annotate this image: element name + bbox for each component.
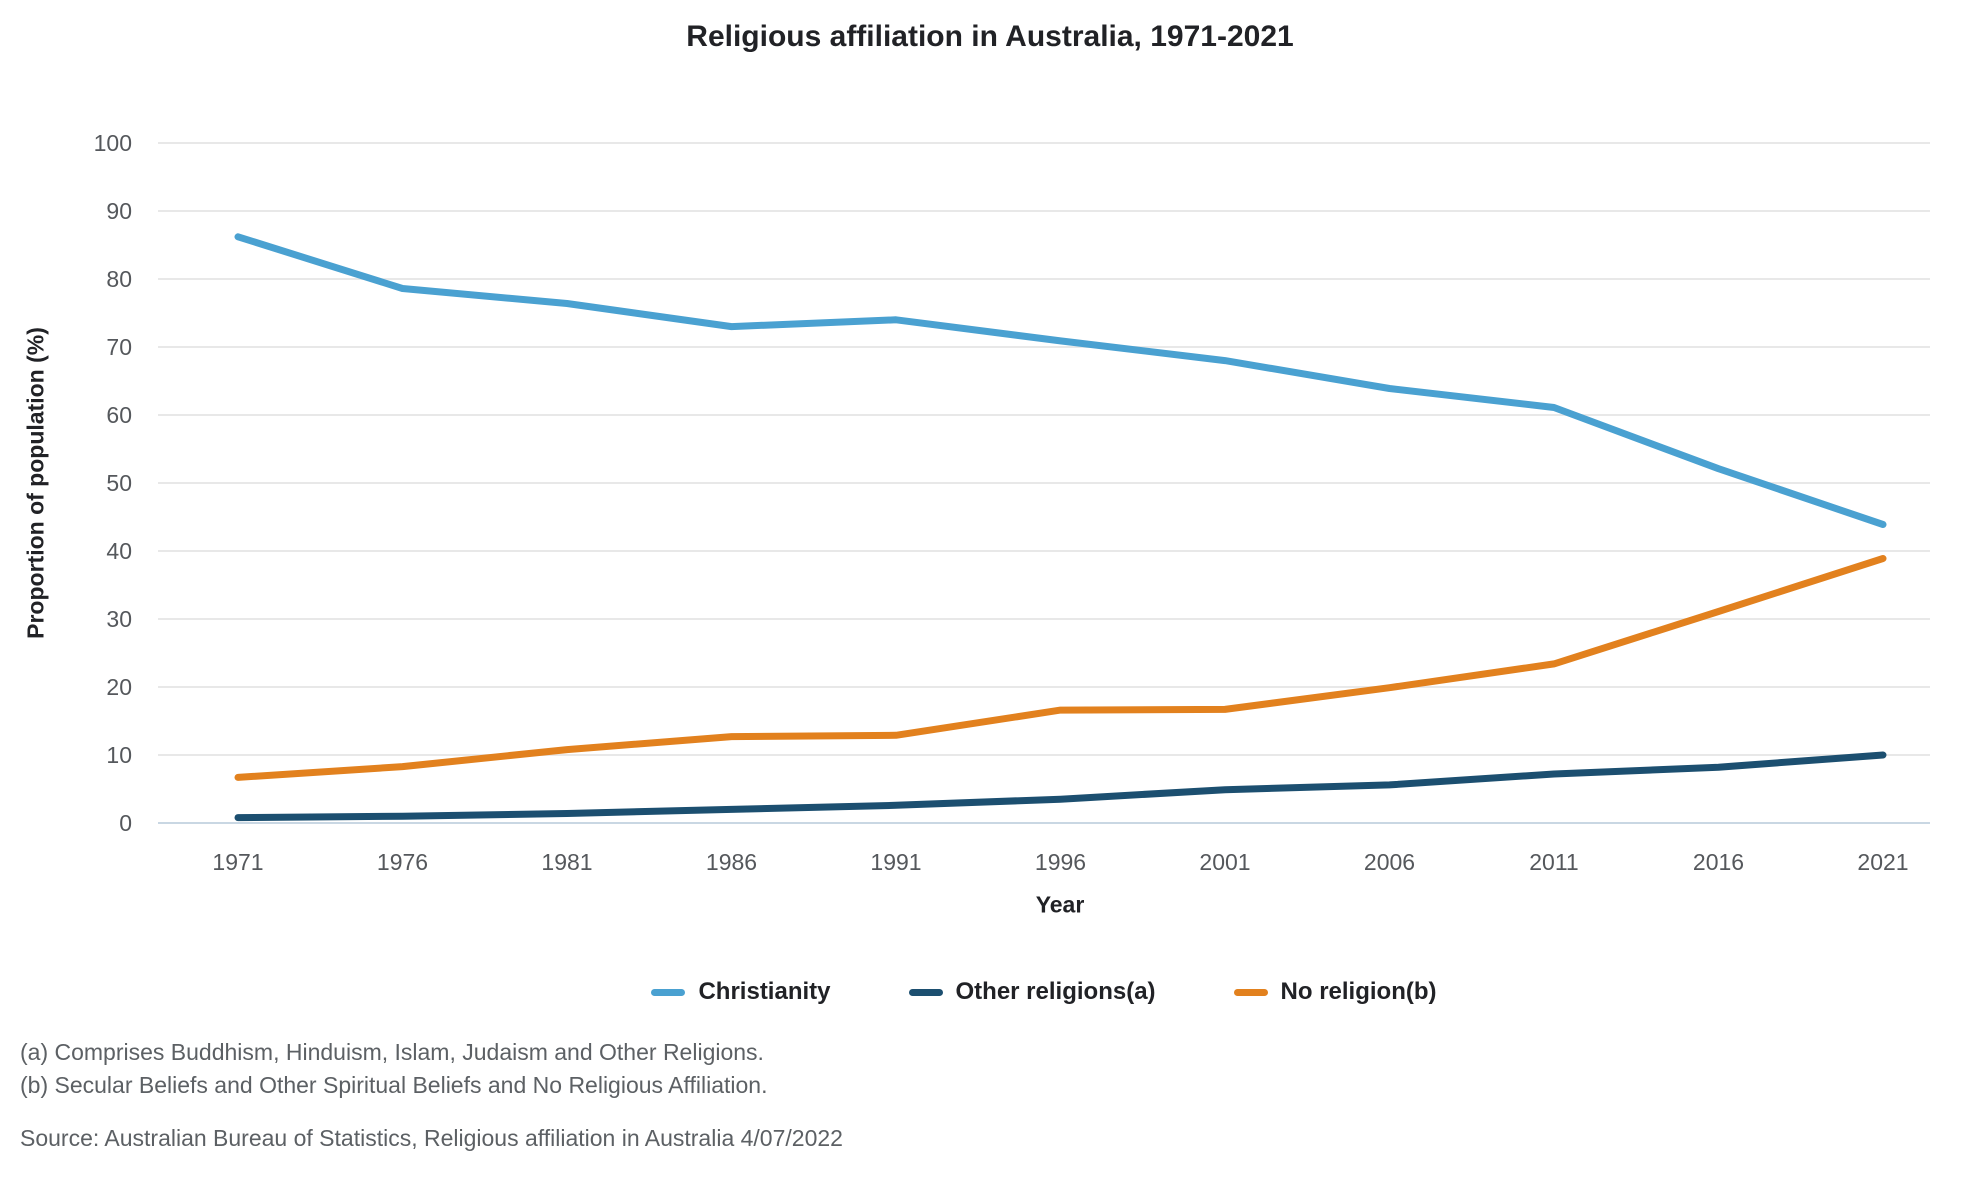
x-tick-label-1981: 1981 — [541, 849, 592, 875]
x-tick-label-2011: 2011 — [1529, 849, 1578, 875]
y-tick-label-40: 40 — [106, 538, 132, 564]
y-axis-title: Proportion of population (%) — [22, 327, 49, 639]
x-tick-label-1971: 1971 — [212, 849, 263, 875]
y-tick-label-80: 80 — [106, 266, 132, 292]
y-tick-label-10: 10 — [106, 742, 132, 768]
chart-title: Religious affiliation in Australia, 1971… — [686, 20, 1294, 53]
series-line-other-religions-a — [234, 751, 1887, 822]
footnotes: (a) Comprises Buddhism, Hinduism, Islam,… — [20, 1036, 767, 1102]
legend-item-other-religions-a[interactable]: Other religions(a) — [908, 978, 1156, 1006]
series-line-no-religion-b — [234, 555, 1887, 781]
y-tick-label-70: 70 — [106, 334, 132, 360]
x-tick-label-1976: 1976 — [377, 849, 428, 875]
x-tick-label-2016: 2016 — [1693, 849, 1744, 875]
source-attribution: Source: Australian Bureau of Statistics,… — [20, 1125, 843, 1151]
legend: Christianity Other religions(a) No religio… — [158, 978, 1930, 1006]
x-tick-label-2001: 2001 — [1199, 849, 1250, 875]
y-tick-label-60: 60 — [106, 402, 132, 428]
legend-item-no-religion-b[interactable]: No religion(b) — [1233, 978, 1437, 1006]
y-tick-label-30: 30 — [106, 606, 132, 632]
y-tick-label-90: 90 — [106, 198, 132, 224]
y-tick-label-20: 20 — [106, 674, 132, 700]
x-tick-label-2006: 2006 — [1364, 849, 1415, 875]
x-tick-label-2021: 2021 — [1857, 849, 1908, 875]
y-tick-label-0: 0 — [119, 810, 132, 836]
legend-swatch-no-religion-b — [1233, 988, 1268, 996]
x-tick-label-1991: 1991 — [870, 849, 921, 875]
x-tick-label-1986: 1986 — [706, 849, 757, 875]
line-chart-canvas: 0 10 20 30 40 50 60 70 80 90 100 1971 1976 1981 1986 19… — [94, 130, 1930, 875]
x-axis-title: Year — [1035, 891, 1085, 918]
y-tick-label-100: 100 — [94, 130, 132, 156]
footnote-a: (a) Comprises Buddhism, Hinduism, Islam,… — [20, 1039, 764, 1065]
legend-label-other-religions-a: Other religions(a) — [955, 978, 1156, 1005]
legend-swatch-christianity — [651, 988, 686, 996]
series-line-christianity — [234, 233, 1887, 528]
legend-swatch-other-religions-a — [908, 988, 943, 996]
legend-label-no-religion-b: No religion(b) — [1280, 978, 1437, 1005]
footnote-b: (b) Secular Beliefs and Other Spiritual … — [20, 1072, 768, 1098]
x-tick-label-1996: 1996 — [1035, 849, 1086, 875]
y-tick-label-50: 50 — [106, 470, 132, 496]
legend-item-christianity[interactable]: Christianity — [651, 978, 831, 1006]
legend-label-christianity: Christianity — [698, 978, 831, 1005]
